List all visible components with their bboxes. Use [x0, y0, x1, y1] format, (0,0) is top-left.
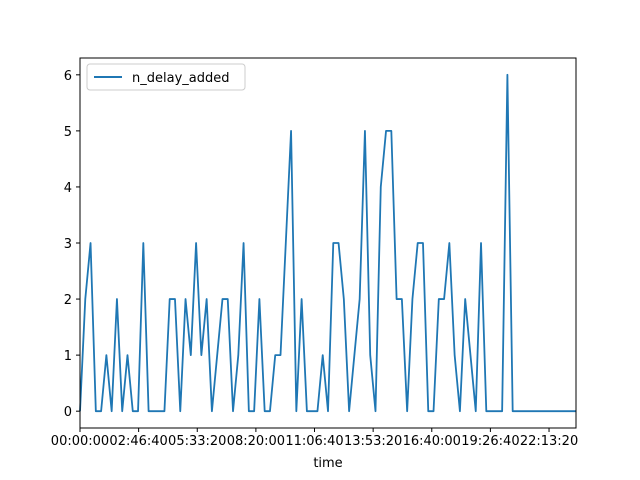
- x-tick-label: 22:13:20: [520, 434, 578, 449]
- series-line-n-delay-added: [79, 73, 576, 413]
- y-tick-label: 1: [64, 349, 72, 364]
- legend: n_delay_added: [86, 63, 246, 91]
- legend-box: [86, 63, 246, 91]
- x-tick-label: 11:06:40: [285, 434, 343, 449]
- y-tick-label: 6: [64, 69, 72, 84]
- axes-frame: [79, 57, 577, 429]
- y-tick-label: 4: [64, 181, 72, 196]
- y-tick-label: 3: [64, 237, 72, 252]
- y-tick-label: 5: [64, 125, 72, 140]
- x-tick-label: 02:46:40: [109, 434, 167, 449]
- x-tick-label: 16:40:00: [403, 434, 461, 449]
- x-tick-label: 19:26:40: [461, 434, 519, 449]
- y-tick-label: 2: [64, 293, 72, 308]
- y-tick-label: 0: [64, 405, 72, 420]
- legend-label-n-delay-added: n_delay_added: [132, 71, 229, 86]
- x-tick-label: 13:53:20: [344, 434, 402, 449]
- y-axis-ticks: 0 1 2 3 4 5 6: [64, 69, 80, 420]
- x-tick-label: 05:33:20: [168, 434, 226, 449]
- x-axis-label: time: [313, 456, 342, 471]
- plot-area: [79, 73, 576, 413]
- x-tick-label: 00:00:00: [51, 434, 109, 449]
- x-tick-label: 08:20:00: [227, 434, 285, 449]
- x-axis-ticks: 00:00:00 02:46:40 05:33:20 08:20:00 11:06:40…: [51, 428, 578, 449]
